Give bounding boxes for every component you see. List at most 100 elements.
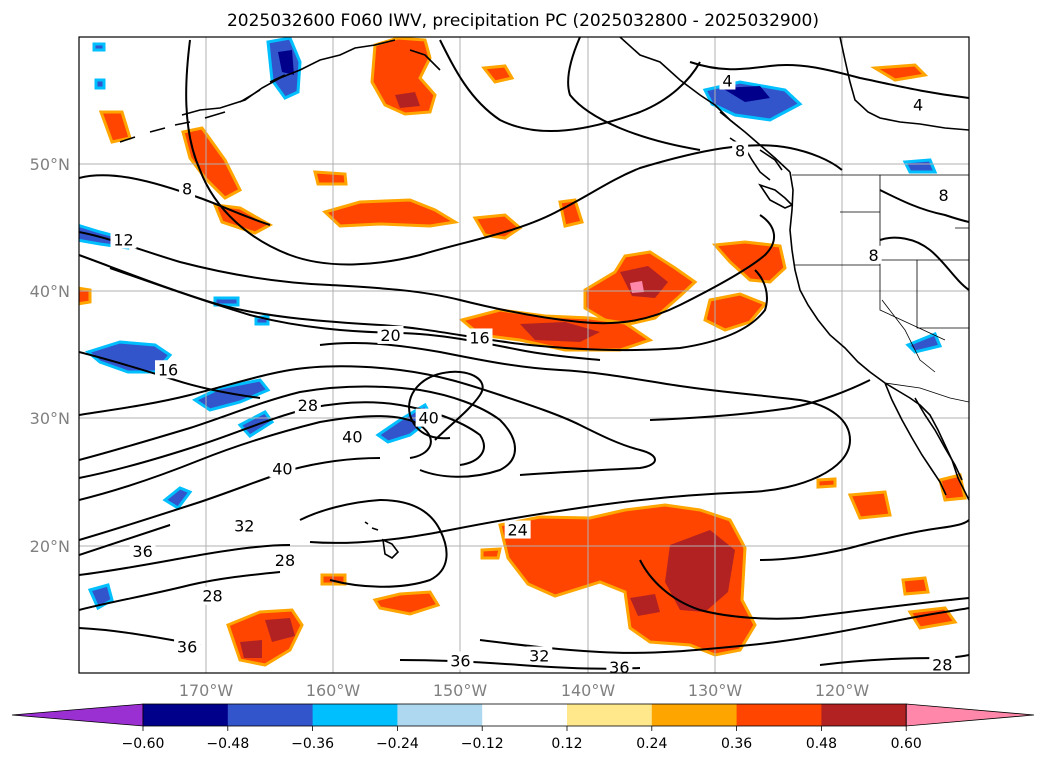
precip-strong-area (520, 322, 600, 342)
iwv-contour-28 (79, 544, 291, 576)
precip-negative-area (92, 42, 106, 52)
colorbar: −0.60 −0.48 −0.36 −0.24 −0.12 0.12 0.24 0.36 0.4… (11, 703, 1035, 752)
contour-label-bg (504, 520, 531, 539)
contour-label: 28 (298, 396, 318, 415)
contour-label: 32 (529, 646, 549, 665)
map-panel: 4 4 8 8 8 8 12 16 16 20 28 40 40 40 32 36 24 28 28 36 36 32 36… (78, 36, 970, 677)
iwv-contour-8 (567, 37, 701, 151)
contour-label: 16 (469, 328, 489, 347)
contour-label: 8 (735, 141, 745, 160)
contour-label: 4 (722, 72, 732, 91)
contour-label-bg (269, 459, 296, 478)
contour-label: 36 (450, 652, 470, 671)
colorbar-tick-label: −0.48 (206, 736, 249, 752)
alaska-coastline (181, 39, 441, 116)
colorbar-segment (312, 704, 398, 726)
contour-label: 8 (869, 246, 879, 265)
colorbar-tick-label: 0.24 (636, 736, 667, 752)
contour-label: 16 (158, 360, 178, 379)
contour-label-bg (415, 408, 442, 427)
contour-label-bg (929, 655, 956, 673)
contour-label: 36 (177, 638, 197, 657)
contour-label: 36 (609, 658, 629, 677)
contour-label-bg (606, 657, 633, 673)
precip-positive-area (372, 590, 441, 616)
contour-label: 32 (234, 517, 254, 536)
lon-label-170w: 170°W (179, 681, 234, 700)
contour-label: 20 (380, 326, 400, 345)
colorbar-tick-label: 0.60 (891, 736, 922, 752)
contour-label: 28 (932, 655, 952, 674)
precip-positive-area (870, 63, 929, 82)
iwv-contour-40 (408, 370, 484, 441)
colorbar-segment (227, 704, 314, 726)
precip-positive-area (901, 576, 930, 596)
us-west-coast (789, 171, 969, 501)
contour-label-bg (526, 646, 553, 665)
alaska-panhandle (619, 37, 791, 173)
precip-positive-area (212, 203, 274, 235)
iwv-contour-40 (79, 415, 432, 501)
precip-negative-area (902, 158, 938, 174)
lon-label-160w: 160°W (306, 681, 361, 700)
precip-strong-area (240, 640, 262, 658)
colorbar-segment (651, 704, 738, 726)
iwv-contour-36 (399, 659, 641, 670)
contour-label-bg (294, 395, 321, 414)
coastlines (119, 37, 969, 559)
iwv-contour-8 (439, 39, 701, 133)
contour-label: 28 (275, 551, 295, 570)
contour-label-bg (199, 586, 226, 605)
lon-label-130w: 130°W (688, 681, 743, 700)
contour-label-bg (339, 427, 366, 446)
iwv-contour-32 (79, 385, 516, 478)
iwv-contour-12 (79, 214, 775, 325)
iwv-contours (79, 37, 969, 670)
precip-negative-area (94, 78, 106, 90)
iwv-contour-36 (79, 401, 485, 479)
precip-peak-area (630, 281, 644, 293)
contour-label: 8 (182, 180, 192, 199)
precip-negative-area (162, 486, 193, 510)
contour-label: 36 (132, 542, 152, 561)
colorbar-tick-label: −0.12 (461, 736, 504, 752)
contour-label-bg (174, 637, 201, 656)
iwv-contour-20 (649, 379, 871, 421)
contour-label-bg (110, 230, 137, 249)
precip-strong-area (265, 618, 295, 642)
precip-positive-area (703, 292, 768, 332)
colorbar-frame (142, 703, 907, 727)
precip-positive-area (816, 477, 837, 489)
iwv-contour-32 (479, 607, 969, 654)
iwv-contour-16 (759, 519, 969, 561)
north-coast-line (839, 37, 969, 131)
colorbar-segment (482, 704, 568, 726)
contour-label-bg (935, 186, 952, 204)
precip-strong-negative-area (722, 86, 770, 102)
iwv-contour-8 (879, 236, 969, 291)
contour-label-bg (466, 328, 493, 347)
contour-label: 8 (938, 186, 948, 205)
contour-label-bg (179, 179, 196, 198)
longitude-labels: 170°W 160°W 150°W 140°W 130°W 120°W (179, 681, 870, 700)
precip-positive-area (847, 490, 892, 520)
precip-positive-area (481, 64, 515, 84)
precip-negative-area (905, 332, 943, 354)
mexico-border (884, 382, 969, 403)
lon-label-140w: 140°W (561, 681, 616, 700)
colorbar-segment (736, 704, 822, 726)
contour-label: 4 (913, 96, 923, 115)
contour-label: 40 (418, 409, 438, 428)
contour-label: 28 (202, 587, 222, 606)
colorbar-tick-label: −0.24 (376, 736, 419, 752)
lat-label-20n: 20°N (30, 537, 70, 556)
contour-label-bg (155, 360, 181, 379)
lat-label-40n: 40°N (30, 282, 70, 301)
iwv-contour-28 (299, 498, 448, 588)
colorbar-extend-max (905, 703, 1035, 727)
vancouver-island (758, 183, 794, 209)
lat-label-30n: 30°N (30, 409, 70, 428)
colorbar-tick-label: 0.36 (721, 736, 752, 752)
precip-strong-area (665, 530, 735, 612)
